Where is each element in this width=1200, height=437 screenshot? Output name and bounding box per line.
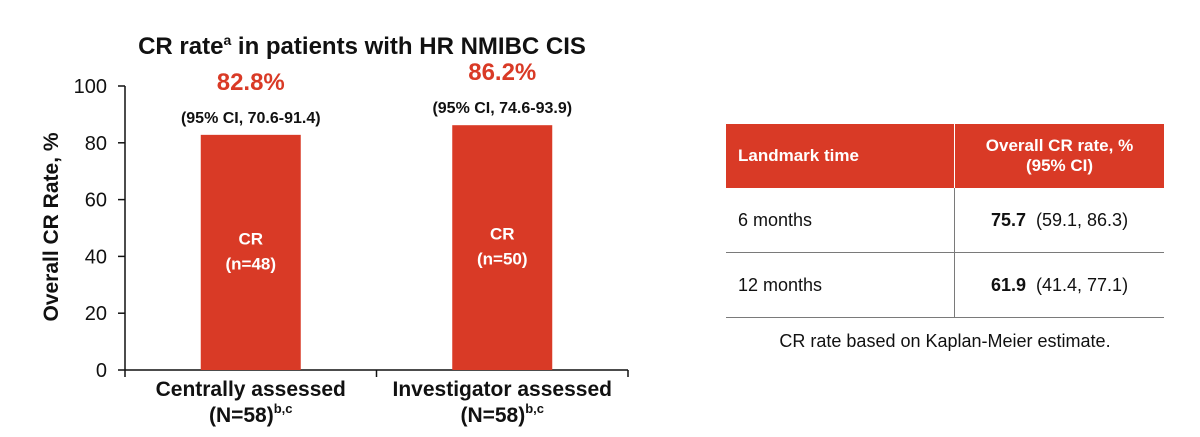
bar-inner-count: (n=48) [225, 254, 276, 273]
bar-value-label: 86.2% [468, 59, 536, 86]
chart-title: CR ratea in patients with HR NMIBC CIS [138, 32, 586, 60]
x-category-label: Investigator assessed [393, 378, 612, 401]
y-tick-label: 20 [85, 303, 107, 325]
plot-area: 0 20 40 60 80 100 82.8% (95% CI, 70.6-91.4) CR (n… [74, 59, 629, 427]
chart-title-rest: in patients with HR NMIBC CIS [231, 33, 586, 60]
bar-value-label: 82.8% [217, 69, 285, 96]
bar [200, 134, 301, 370]
cr-rate-ci: (41.4, 77.1) [1036, 274, 1129, 295]
cr-rate-value: 75.7 [990, 209, 1026, 230]
table-footnote: CR rate based on Kaplan-Meier estimate. [779, 331, 1111, 351]
bar-inner-label: CR [238, 229, 263, 248]
bar-ci-label: (95% CI, 74.6-93.9) [432, 100, 572, 117]
landmark-time-cell: 12 months [726, 252, 955, 318]
y-tick-label: 80 [85, 133, 107, 155]
y-tick-label: 40 [85, 246, 107, 268]
table-header-row: Landmark time Overall CR rate, % (95% CI) [726, 124, 1164, 188]
chart-title-main: CR rate [138, 33, 223, 60]
x-category-label: Centrally assessed [156, 378, 346, 401]
table-row: 12 months 61.9 (41.4, 77.1) [726, 252, 1164, 318]
bar [452, 125, 553, 370]
chart-title-superscript: a [223, 32, 231, 48]
landmark-cr-table: Landmark time Overall CR rate, % (95% CI)… [726, 124, 1164, 318]
cr-rate-value: 61.9 [990, 274, 1026, 295]
x-category-n-label: (N=58)b,c [209, 401, 293, 427]
cr-rate-cell: 61.9 (41.4, 77.1) [954, 252, 1164, 318]
landmark-time-cell: 6 months [726, 188, 955, 253]
rate-header-line2: (95% CI) [1025, 156, 1094, 175]
y-tick-label: 0 [96, 360, 107, 382]
rate-header-line1: Overall CR rate, % [985, 136, 1134, 155]
bar-ci-label: (95% CI, 70.6-91.4) [181, 110, 321, 127]
table-row: 6 months 75.7 (59.1, 86.3) [726, 188, 1164, 253]
bar-inner-label: CR [490, 225, 515, 244]
y-tick-label: 60 [85, 190, 107, 212]
bar-inner-count: (n=50) [477, 250, 528, 269]
overall-cr-rate-header: Overall CR rate, % (95% CI) [954, 124, 1164, 188]
y-axis-label: Overall CR Rate, % [40, 132, 63, 321]
landmark-time-header: Landmark time [726, 124, 955, 188]
cr-rate-cell: 75.7 (59.1, 86.3) [954, 188, 1164, 253]
y-tick-label: 100 [74, 76, 107, 98]
cr-rate-chart: CR ratea in patients with HR NMIBC CIS O… [40, 32, 629, 427]
cr-rate-ci: (59.1, 86.3) [1036, 209, 1129, 230]
x-category-n-label: (N=58)b,c [460, 401, 544, 427]
